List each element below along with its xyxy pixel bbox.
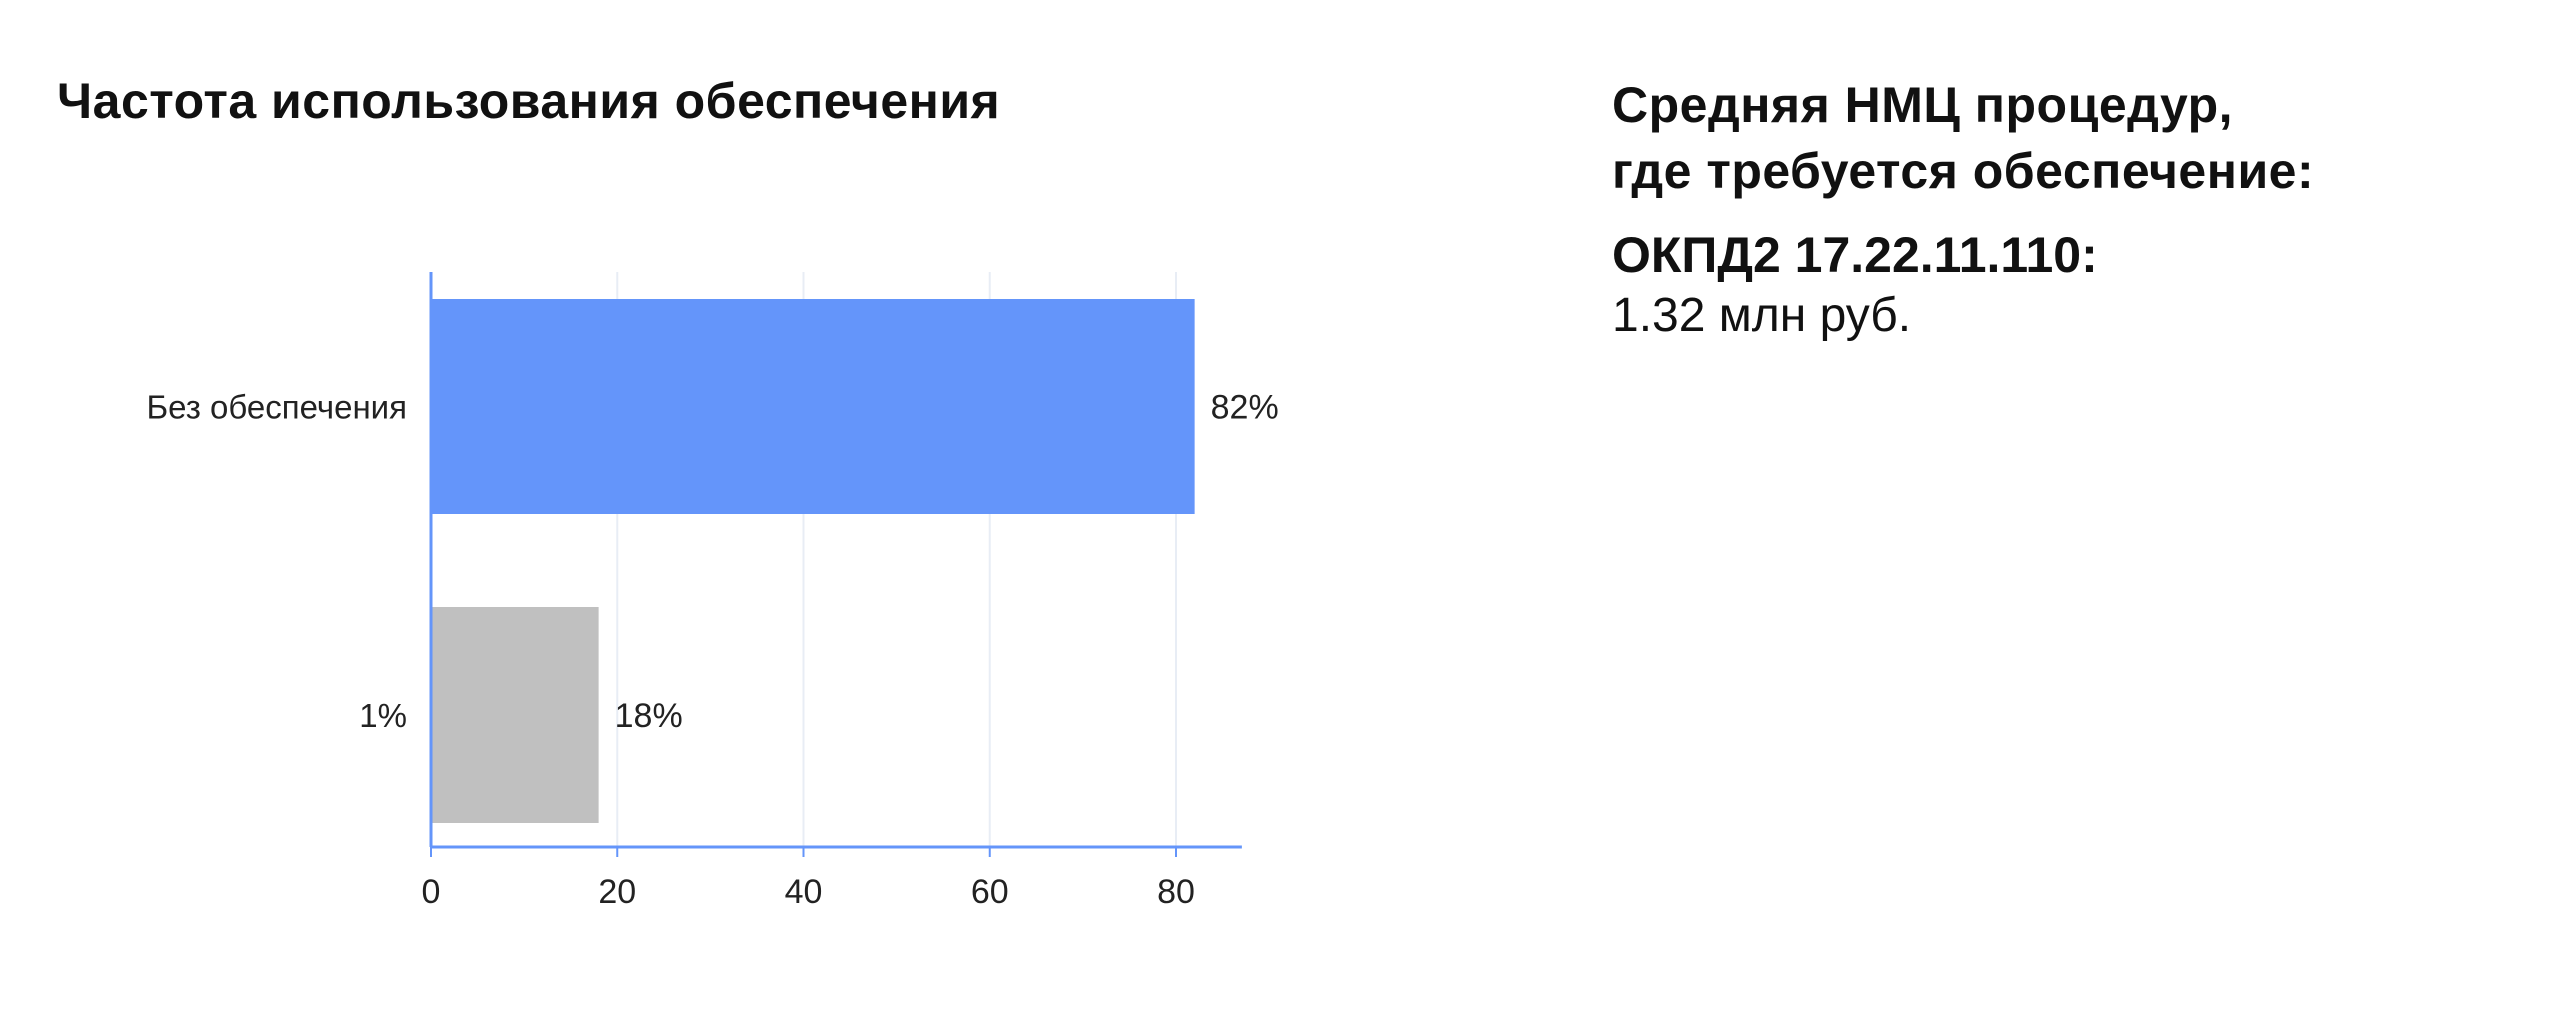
x-tick-label: 80 xyxy=(1157,873,1195,911)
chart-title: Частота использования обеспечения xyxy=(57,73,1001,129)
bar xyxy=(431,299,1195,514)
category-label: Без обеспечения xyxy=(146,389,407,426)
average-price-panel: Средняя НМЦ процедур, где требуется обес… xyxy=(1612,72,2314,346)
data-label: 18% xyxy=(615,697,683,735)
okpd2-code: ОКПД2 17.22.11.110: xyxy=(1612,227,2098,283)
data-label: 82% xyxy=(1211,389,1279,427)
bar xyxy=(431,607,599,823)
average-price-value: 1.32 млн руб. xyxy=(1612,289,1912,342)
x-tick-label: 60 xyxy=(971,873,1009,911)
category-label: 1% xyxy=(359,697,407,734)
panel-heading-line1: Средняя НМЦ процедур, xyxy=(1612,77,2234,133)
bar-chart: 0 20 40 60 80 82% Без обеспечения 18% 1% xyxy=(146,272,1279,911)
panel-heading-line2: где требуется обеспечение: xyxy=(1612,143,2315,199)
x-tick-label: 0 xyxy=(422,873,441,911)
x-tick-label: 20 xyxy=(598,873,636,911)
x-tick-label: 40 xyxy=(785,873,823,911)
